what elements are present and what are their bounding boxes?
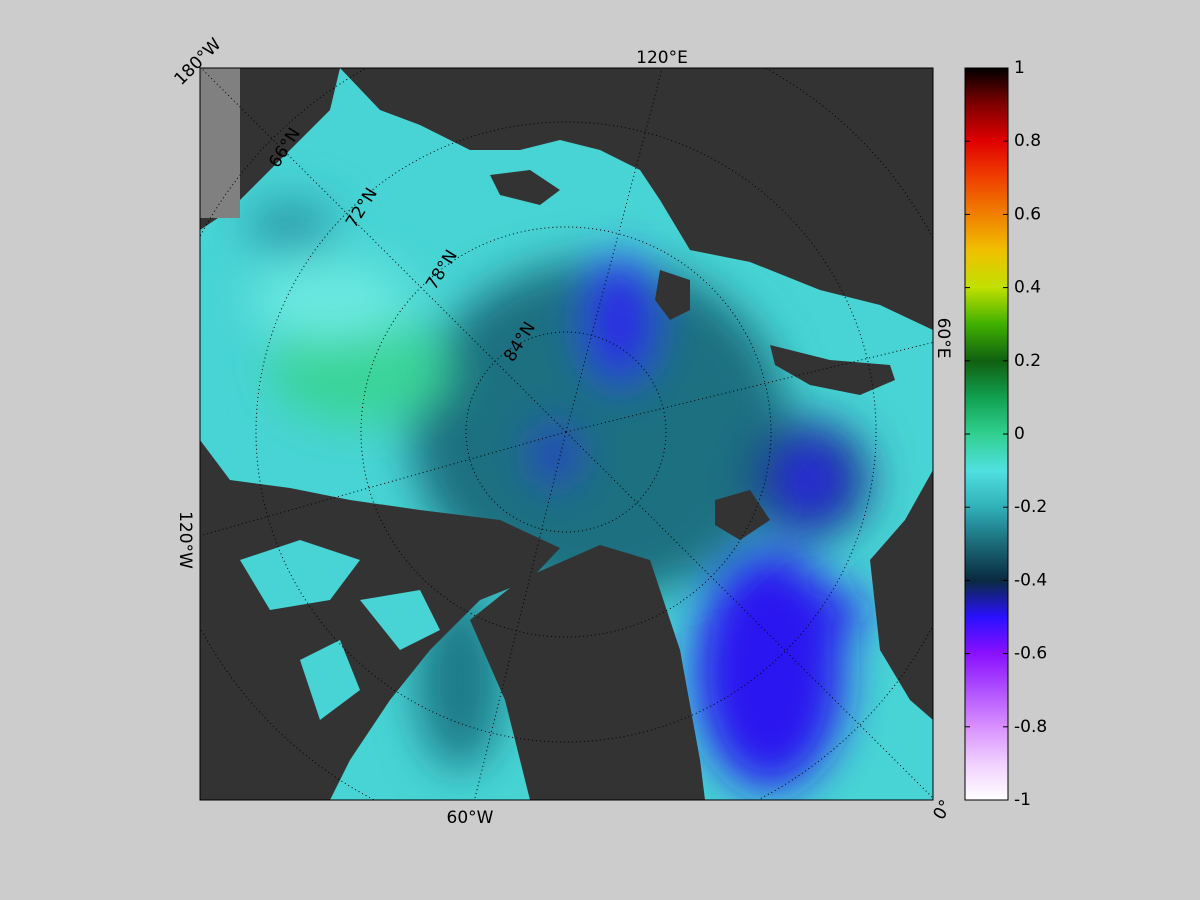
- colorbar: [964, 67, 1009, 801]
- meridian: [200, 68, 567, 433]
- meridian: [565, 431, 933, 799]
- colorbar-tick-label: 0: [1014, 424, 1025, 444]
- colorbar-tick-label: 0.6: [1014, 204, 1041, 224]
- map: [200, 68, 933, 800]
- latitude-circle: [465, 331, 667, 533]
- colorbar-tick-label: -0.2: [1014, 497, 1047, 517]
- colorbar-tick-label: -0.4: [1014, 570, 1047, 590]
- meridian: [565, 68, 663, 433]
- colorbar-tick-label: -0.6: [1014, 644, 1047, 664]
- longitude-label: 60°W: [447, 808, 494, 828]
- longitude-label: 120°E: [636, 48, 688, 68]
- colorbar-tick-label: 0.2: [1014, 351, 1041, 371]
- colorbar-tick-label: 0.8: [1014, 131, 1041, 151]
- channels: [240, 540, 440, 720]
- graticule: [200, 68, 933, 800]
- missing-area: [200, 68, 240, 218]
- latitude-circle: [360, 226, 772, 638]
- colorbar-tick-label: 1: [1014, 58, 1025, 78]
- latitude-circle: [255, 121, 877, 743]
- colorbar-tick-label: -1: [1014, 790, 1031, 810]
- longitude-label: 60°E: [933, 318, 953, 359]
- longitude-label: 120°W: [175, 511, 195, 569]
- meridian: [565, 341, 933, 433]
- colorbar-tick-label: -0.8: [1014, 717, 1047, 737]
- longitude-label: 0°: [930, 797, 957, 824]
- map-frame: [199, 67, 934, 801]
- colorbar-tick-label: 0.4: [1014, 278, 1041, 298]
- field: [245, 200, 870, 790]
